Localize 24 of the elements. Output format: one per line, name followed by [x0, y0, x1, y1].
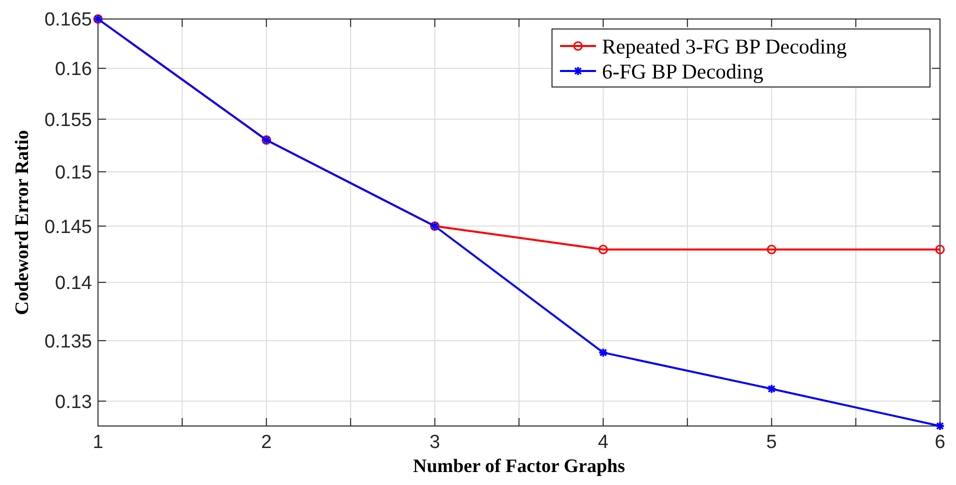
x-tick-label: 6: [934, 432, 946, 453]
x-tick-label: 5: [766, 432, 777, 453]
y-tick-label: 0.165: [44, 10, 92, 31]
point: [935, 421, 945, 431]
x-tick-label: 4: [598, 432, 609, 453]
y-tick-label: 0.16: [55, 58, 92, 80]
y-axis-title: Codeword Error Ratio: [12, 130, 33, 316]
y-tick-label: 0.14: [55, 273, 92, 294]
y-tick-label: 0.155: [44, 110, 92, 131]
point: [598, 348, 608, 358]
y-tick-label: 0.15: [55, 162, 92, 184]
y-tick-label: 0.145: [44, 216, 92, 238]
legend-label: 6-FG BP Decoding: [602, 59, 764, 84]
y-tick-label: 0.135: [44, 331, 92, 352]
x-tick-label: 1: [92, 432, 104, 453]
point: [935, 244, 945, 254]
y-tick-label: 0.13: [55, 392, 92, 413]
x-axis-title: Number of Factor Graphs: [413, 456, 625, 477]
point: [598, 244, 608, 254]
x-tick-label: 3: [430, 432, 440, 453]
x-tick-label: 2: [261, 432, 272, 453]
legend-label: Repeated 3-FG BP Decoding: [602, 34, 848, 58]
point: [766, 384, 776, 394]
point: [766, 244, 776, 254]
